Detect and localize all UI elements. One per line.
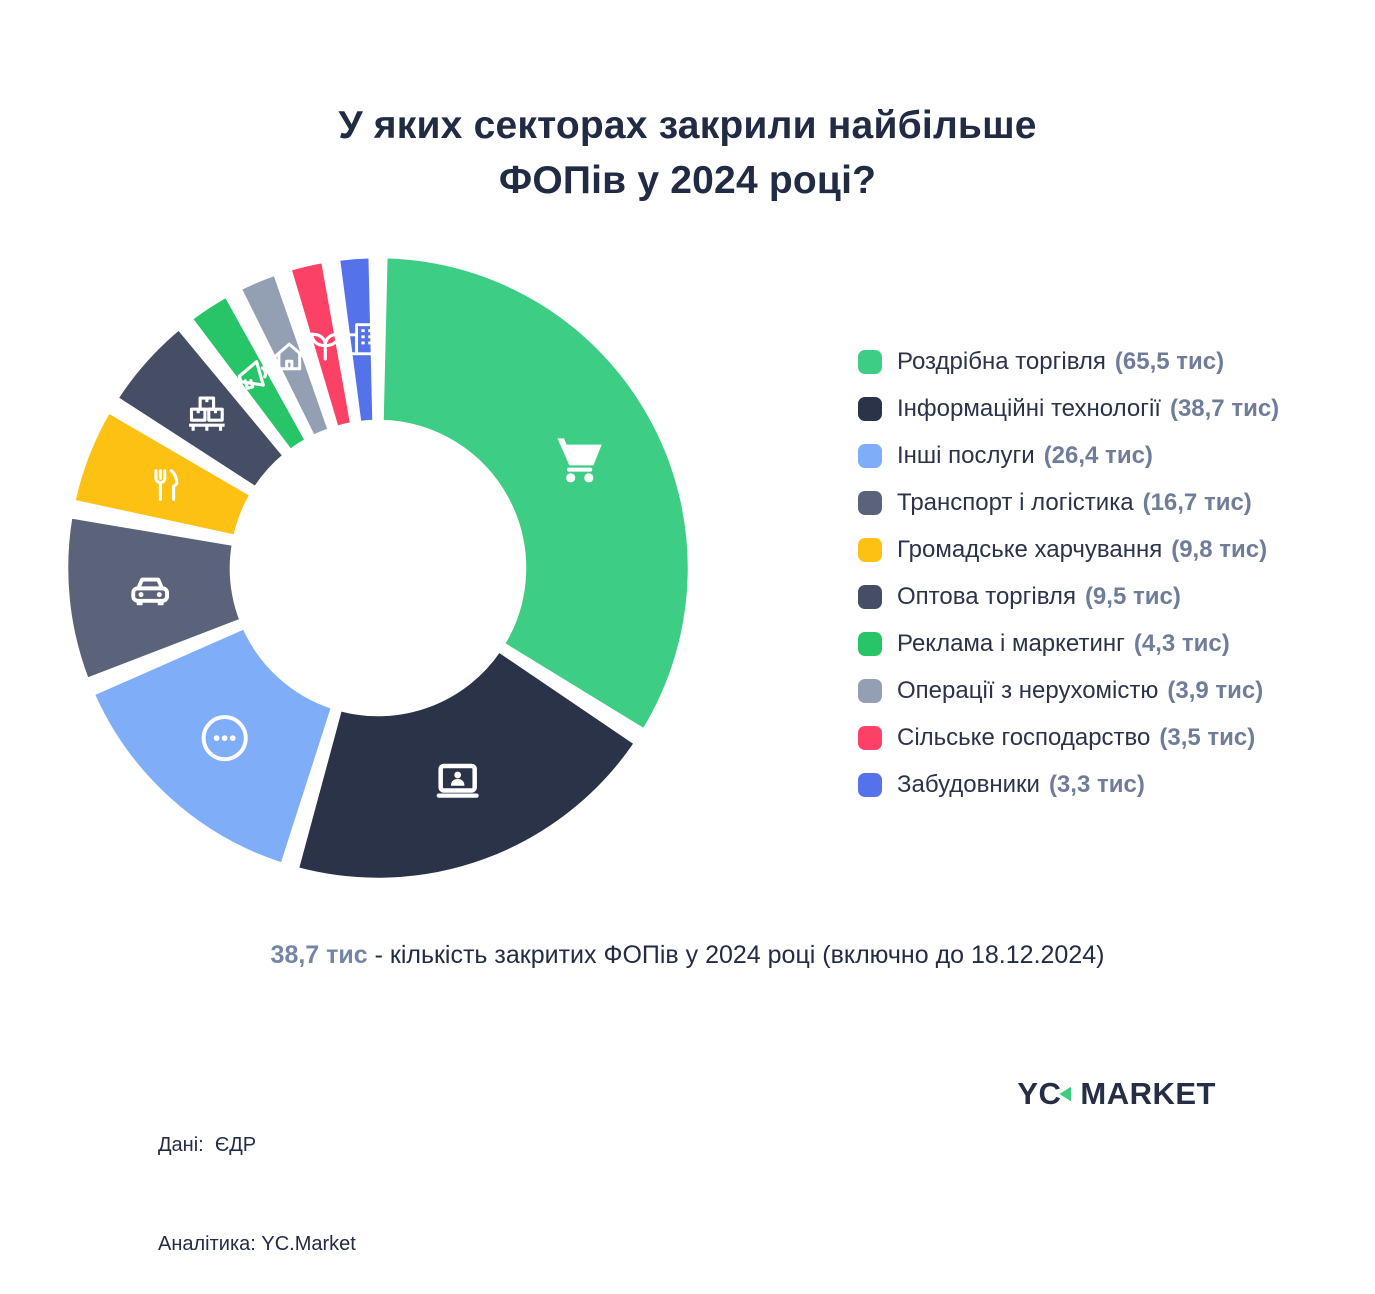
sprout-icon: [310, 332, 341, 361]
legend-item: Інформаційні технології (38,7 тис): [858, 385, 1279, 432]
legend-value: (3,3 тис): [1048, 770, 1145, 798]
donut-chart: [58, 248, 698, 888]
ellipsis-circle-icon: [201, 715, 248, 762]
legend-item: Забудовники (3,3 тис): [858, 761, 1279, 808]
legend-item: Операції з нерухомістю (3,9 тис): [858, 667, 1279, 714]
house-icon: [273, 342, 306, 371]
legend-label: Операції з нерухомістю: [897, 676, 1159, 704]
building-icon: [342, 323, 379, 356]
page-title-line1: У яких секторах закрили найбільше: [338, 104, 1037, 147]
analytics-line: Аналітика: YC.Market: [158, 1233, 356, 1255]
legend-item: Роздрібна торгівля (65,5 тис): [858, 338, 1279, 385]
page-title: У яких секторах закрили найбільше ФОПів …: [0, 98, 1375, 209]
legend-label: Транспорт і логістика: [897, 488, 1134, 516]
yc-market-logo: YC MARKET: [1017, 1076, 1216, 1112]
legend-swatch: [858, 678, 882, 703]
legend-item: Сільське господарство (3,5 тис): [858, 714, 1279, 761]
legend-value: (38,7 тис): [1169, 394, 1280, 422]
cutlery-icon: [154, 469, 179, 501]
logo-text-market: MARKET: [1080, 1076, 1216, 1111]
legend-label: Інформаційні технології: [897, 394, 1161, 422]
legend-value: (9,5 тис): [1084, 582, 1181, 610]
legend-swatch: [858, 725, 882, 750]
data-source-line: Дані: ЄДР: [158, 1134, 257, 1156]
legend-label: Оптова торгівля: [897, 582, 1076, 610]
legend-item: Інші послуги (26,4 тис): [858, 432, 1279, 479]
donut-segment: [70, 408, 255, 540]
legend-swatch: [858, 584, 882, 609]
legend-swatch: [858, 349, 882, 374]
legend-item: Реклама і маркетинг (4,3 тис): [858, 620, 1279, 667]
legend-swatch: [858, 490, 882, 515]
cart-icon: [557, 438, 602, 483]
car-icon: [131, 577, 170, 606]
donut-segment: [63, 513, 245, 683]
subtitle-note: 38,7 тис - кількість закритих ФОПів у 20…: [0, 941, 1375, 970]
legend-value: (65,5 тис): [1114, 347, 1225, 375]
data-source-block: Дані: ЄДР Аналітика: YC.Market: [158, 1063, 356, 1294]
laptop-user-icon: [436, 763, 479, 798]
subtitle-rest: - кількість закритих ФОПів у 2024 році (…: [367, 941, 1105, 969]
legend-label: Інші послуги: [897, 441, 1035, 469]
legend-value: (9,8 тис): [1171, 535, 1268, 563]
donut-chart-svg: [63, 253, 693, 883]
legend-label: Реклама і маркетинг: [897, 629, 1125, 657]
legend-label: Забудовники: [897, 770, 1040, 798]
legend-label: Громадське харчування: [897, 535, 1163, 563]
legend-swatch: [858, 443, 882, 468]
legend-label: Роздрібна торгівля: [897, 347, 1106, 375]
legend-item: Громадське харчування (9,8 тис): [858, 526, 1279, 573]
pallet-boxes-icon: [189, 396, 225, 431]
donut-segment: [237, 271, 333, 440]
legend-label: Сільське господарство: [897, 723, 1151, 751]
donut-segment: [188, 293, 310, 454]
legend-swatch: [858, 396, 882, 421]
donut-segment: [379, 253, 693, 734]
legend-value: (4,3 тис): [1133, 629, 1230, 657]
legend-value: (16,7 тис): [1142, 488, 1252, 516]
legend-item: Транспорт і логістика (16,7 тис): [858, 479, 1279, 526]
subtitle-highlight: 38,7 тис: [270, 941, 368, 969]
legend-item: Оптова торгівля (9,5 тис): [858, 573, 1279, 620]
legend-value: (3,5 тис): [1159, 723, 1256, 751]
donut-segment: [90, 624, 336, 868]
legend-swatch: [858, 772, 882, 797]
legend: Роздрібна торгівля (65,5 тис) Інформаційні…: [858, 338, 1279, 808]
legend-value: (26,4 тис): [1043, 441, 1153, 469]
page-title-line2: ФОПів у 2024 році?: [498, 159, 877, 203]
logo-text-yc: YC: [1017, 1076, 1062, 1111]
legend-swatch: [858, 631, 882, 656]
legend-swatch: [858, 537, 882, 562]
megaphone-icon: [237, 360, 268, 390]
legend-value: (3,9 тис): [1167, 676, 1264, 704]
